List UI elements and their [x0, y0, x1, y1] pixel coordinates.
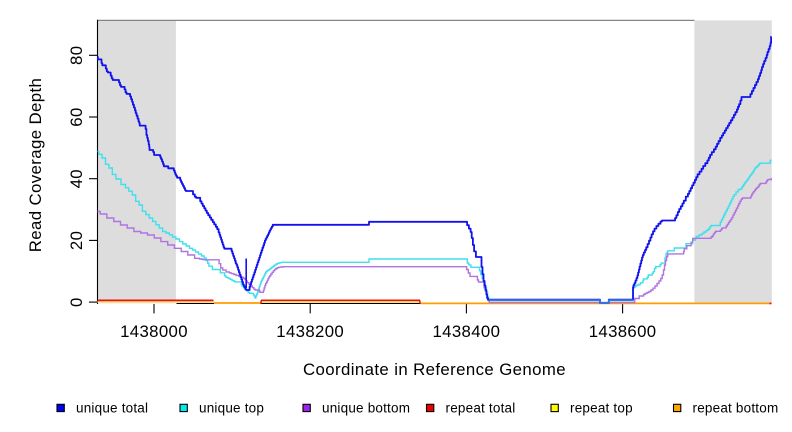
svg-text:20: 20: [67, 231, 86, 250]
svg-text:Read Coverage Depth: Read Coverage Depth: [26, 78, 45, 253]
svg-text:1438600: 1438600: [589, 322, 657, 341]
svg-text:80: 80: [67, 46, 86, 65]
svg-text:repeat bottom: repeat bottom: [693, 401, 779, 416]
svg-text:unique total: unique total: [76, 401, 148, 416]
svg-text:1438200: 1438200: [276, 322, 344, 341]
svg-text:1438000: 1438000: [120, 322, 188, 341]
svg-text:Coordinate in Reference Genome: Coordinate in Reference Genome: [303, 360, 566, 379]
svg-text:repeat total: repeat total: [446, 401, 516, 416]
svg-text:60: 60: [67, 107, 86, 126]
svg-text:40: 40: [67, 169, 86, 188]
svg-text:1438400: 1438400: [433, 322, 501, 341]
svg-text:unique bottom: unique bottom: [322, 401, 410, 416]
svg-text:unique top: unique top: [199, 401, 264, 416]
svg-text:0: 0: [67, 297, 86, 307]
svg-text:repeat top: repeat top: [570, 401, 633, 416]
